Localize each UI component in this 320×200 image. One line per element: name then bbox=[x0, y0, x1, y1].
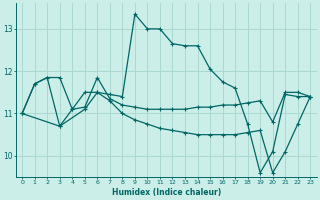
X-axis label: Humidex (Indice chaleur): Humidex (Indice chaleur) bbox=[112, 188, 221, 197]
